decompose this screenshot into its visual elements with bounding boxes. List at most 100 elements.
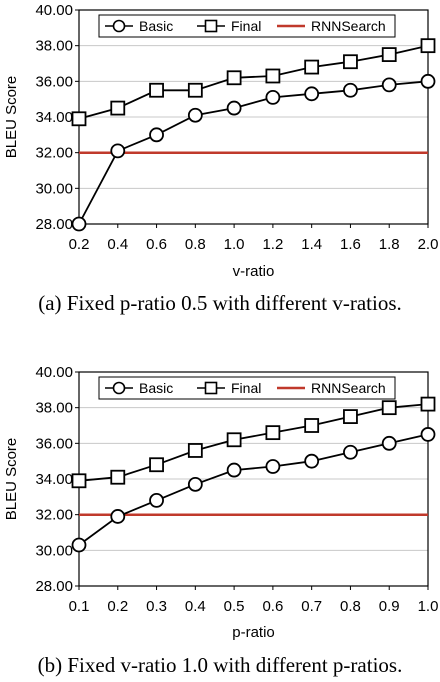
y-tick-label: 30.00 [35,180,73,197]
y-tick-label: 36.00 [35,435,73,452]
data-point-basic [343,444,358,460]
y-tick-label: 40.00 [35,364,73,381]
x-tick-label: 1.0 [418,598,439,615]
x-axis-label: p-ratio [232,624,275,641]
y-tick-label: 32.00 [35,145,73,162]
data-point-final [343,409,358,424]
data-point-final [71,111,87,127]
x-tick-label: 0.3 [146,598,167,615]
x-tick-label: 0.9 [379,598,400,615]
legend-marker-final [204,381,218,395]
data-point-final [187,443,203,458]
x-tick-label: 0.7 [301,598,322,615]
x-tick-label: 0.2 [69,236,90,253]
data-point-final [420,38,436,54]
data-point-final [110,469,126,485]
chart-panel-a: 28.00 30.00 32.00 34.00 36.00 38.00 40.00 0.2 0.… [3,2,438,315]
data-point-basic [381,435,397,451]
series-line-final [78,403,429,482]
series-line-basic [78,433,429,546]
x-tick-label: 0.5 [224,598,245,615]
x-tick-label: 1.0 [224,236,245,253]
x-tick-label: 0.4 [107,236,128,253]
x-tick-label: 1.8 [379,236,400,253]
x-tick-label: 0.8 [340,598,361,615]
legend-marker-basic [112,19,126,33]
data-point-final [343,54,358,70]
x-tick-label: 0.6 [146,236,167,253]
data-point-basic [420,427,436,442]
chart-panel-b: 28.00 30.00 32.00 34.00 36.00 38.00 40.00 0.1 0.… [3,364,438,677]
data-point-basic [343,82,358,98]
data-point-basic [226,462,242,478]
data-point-basic [381,77,397,93]
x-tick-label: 0.6 [262,598,283,615]
data-point-final [71,473,87,489]
data-point-basic [304,86,320,102]
y-tick-label: 32.00 [35,507,73,524]
series-line-basic [78,80,429,225]
data-point-basic [420,73,436,89]
x-tick-label: 0.8 [185,236,206,253]
data-point-basic [187,107,203,123]
data-point-basic [110,509,126,524]
data-point-final [265,425,281,441]
data-point-final [304,59,320,75]
x-tick-label: 1.2 [262,236,283,253]
data-point-final [381,47,397,62]
data-point-final [420,396,436,412]
series-line-final [78,44,429,120]
y-tick-label: 34.00 [35,109,73,126]
data-point-basic [149,127,164,143]
legend-box [98,14,396,38]
data-point-basic [226,100,242,116]
y-tick-label: 30.00 [35,542,73,559]
data-point-basic [149,492,164,508]
data-point-final [110,100,126,116]
data-point-basic [265,459,281,474]
legend-label-rnnsearch: RNNSearch [311,380,386,396]
y-tick-label: 40.00 [35,2,73,19]
y-axis-label: BLEU Score [3,438,20,521]
y-tick-label: 34.00 [35,471,73,488]
x-tick-label: 0.2 [107,598,128,615]
figure-caption: (a) Fixed p-ratio 0.5 with different v-r… [38,291,402,315]
legend-label-rnnsearch: RNNSearch [311,18,386,34]
data-point-final [187,82,203,98]
x-tick-label: 1.4 [301,236,322,253]
data-point-basic [71,216,87,232]
x-tick-label: 2.0 [418,236,439,253]
data-point-basic [71,537,87,553]
data-point-final [265,68,281,84]
legend: Basic Final RNNSearch [98,14,396,38]
x-tick-label: 0.1 [69,598,90,615]
legend-marker-final [204,19,218,33]
data-point-basic [265,89,281,105]
data-point-basic [110,143,126,159]
data-point-basic [187,476,203,492]
data-point-final [226,70,242,86]
data-point-final [381,400,397,416]
data-point-final [226,432,242,448]
y-tick-label: 38.00 [35,400,73,417]
y-tick-label: 28.00 [35,578,73,595]
y-axis-label: BLEU Score [3,76,20,159]
x-tick-label: 1.6 [340,236,361,253]
legend-box [98,376,396,400]
data-point-final [304,418,320,433]
y-tick-label: 28.00 [35,216,73,233]
legend-marker-basic [112,381,126,395]
data-point-final [149,82,164,98]
figure-caption: (b) Fixed v-ratio 1.0 with different p-r… [38,653,403,677]
x-tick-label: 0.4 [185,598,206,615]
x-axis-label: v-ratio [233,263,275,280]
legend-label-basic: Basic [139,380,173,396]
data-point-final [149,457,164,473]
legend-label-final: Final [231,380,261,396]
data-point-basic [304,453,320,469]
legend-label-final: Final [231,18,261,34]
y-tick-label: 38.00 [35,38,73,55]
legend-label-basic: Basic [139,18,173,34]
legend: Basic Final RNNSearch [98,376,396,400]
